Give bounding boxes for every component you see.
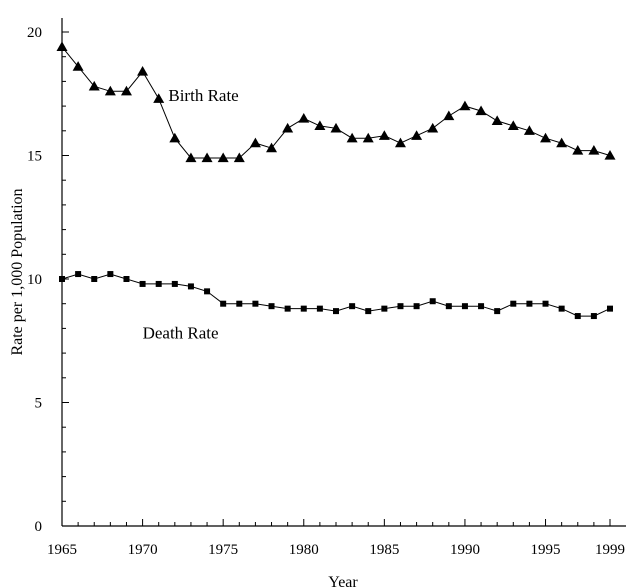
triangle-marker (104, 85, 116, 96)
triangle-marker (314, 120, 326, 130)
triangle-marker (427, 122, 439, 133)
square-marker (91, 276, 98, 282)
square-marker (236, 300, 243, 307)
square-marker (558, 305, 565, 312)
square-marker (333, 308, 339, 315)
x-tick-label: 1990 (450, 542, 480, 558)
square-marker (429, 298, 436, 305)
series-layer (56, 41, 616, 320)
square-marker (574, 313, 581, 320)
square-marker (155, 280, 162, 287)
triangle-marker (233, 152, 245, 163)
triangle-marker (153, 93, 165, 103)
triangle-marker (411, 130, 423, 140)
x-tick-label: 1975 (208, 542, 238, 558)
series-label: Birth Rate (168, 86, 238, 105)
triangle-marker (443, 110, 455, 121)
square-marker (139, 280, 146, 287)
square-marker (542, 300, 549, 307)
square-marker (413, 303, 420, 310)
square-marker (349, 303, 356, 310)
series-labels: Birth Rate Death Rate (143, 86, 239, 342)
series-label: Death Rate (143, 323, 219, 342)
triangle-marker (185, 152, 197, 163)
x-tick-label: 1985 (369, 542, 399, 558)
square-marker (445, 303, 452, 310)
y-tick-label: 20 (27, 25, 42, 41)
square-marker (284, 305, 291, 312)
y-tick-label: 0 (35, 519, 43, 535)
triangle-marker (330, 122, 342, 133)
triangle-marker (346, 132, 358, 143)
triangle-marker (540, 132, 552, 143)
y-tick-label: 15 (27, 149, 42, 165)
square-marker (107, 271, 114, 278)
triangle-marker (72, 61, 84, 71)
triangle-marker (604, 150, 616, 160)
triangle-marker (169, 132, 181, 143)
axes (61, 18, 626, 527)
square-marker (59, 276, 65, 282)
square-marker (526, 300, 533, 307)
triangle-marker (137, 66, 149, 76)
triangle-marker (507, 120, 519, 130)
triangle-marker (56, 41, 68, 51)
triangle-marker (88, 80, 100, 91)
square-marker (590, 313, 597, 320)
square-marker (316, 305, 323, 312)
square-marker (171, 280, 178, 287)
square-marker (365, 308, 372, 315)
triangle-marker (362, 132, 374, 143)
y-axis-ticks: 0 5 10 15 20 (27, 25, 69, 535)
triangle-marker (282, 122, 294, 133)
square-marker (204, 288, 211, 295)
x-axis-ticks: 1965 1970 1975 1980 1985 1990 1995 1999 (47, 519, 625, 558)
triangle-marker (523, 125, 535, 135)
square-marker (510, 300, 517, 307)
triangle-marker (266, 142, 278, 153)
triangle-marker (298, 112, 310, 123)
square-marker (461, 303, 468, 310)
series-death-rate (59, 271, 613, 320)
x-axis-title: Year (328, 574, 358, 588)
triangle-marker (201, 152, 213, 163)
square-marker (397, 303, 404, 310)
square-marker (607, 305, 613, 312)
x-tick-label: 1970 (128, 542, 158, 558)
triangle-marker (556, 137, 568, 148)
y-tick-label: 10 (27, 272, 42, 288)
triangle-marker (217, 152, 229, 163)
x-tick-label: 1965 (47, 542, 77, 558)
triangle-marker (588, 145, 600, 155)
triangle-marker (249, 137, 261, 148)
square-marker (268, 303, 275, 310)
triangle-marker (394, 137, 406, 148)
square-marker (300, 305, 307, 312)
square-marker (478, 303, 485, 310)
series-birth-rate (56, 41, 616, 163)
x-tick-label: 1999 (595, 542, 625, 558)
x-tick-label: 1980 (289, 542, 319, 558)
triangle-marker (475, 105, 487, 116)
square-marker (123, 276, 130, 282)
square-marker (75, 271, 82, 278)
triangle-marker (459, 100, 471, 111)
square-marker (381, 305, 388, 312)
y-axis-title: Rate per 1,000 Population (9, 188, 26, 355)
square-marker (494, 308, 501, 315)
x-tick-label: 1995 (531, 542, 561, 558)
y-tick-label: 5 (35, 396, 43, 412)
square-marker (187, 283, 194, 290)
series-line (61, 46, 611, 159)
triangle-marker (120, 85, 132, 96)
square-marker (220, 300, 227, 307)
triangle-marker (572, 145, 584, 155)
square-marker (252, 300, 259, 307)
triangle-marker (491, 115, 503, 126)
triangle-marker (378, 130, 390, 140)
